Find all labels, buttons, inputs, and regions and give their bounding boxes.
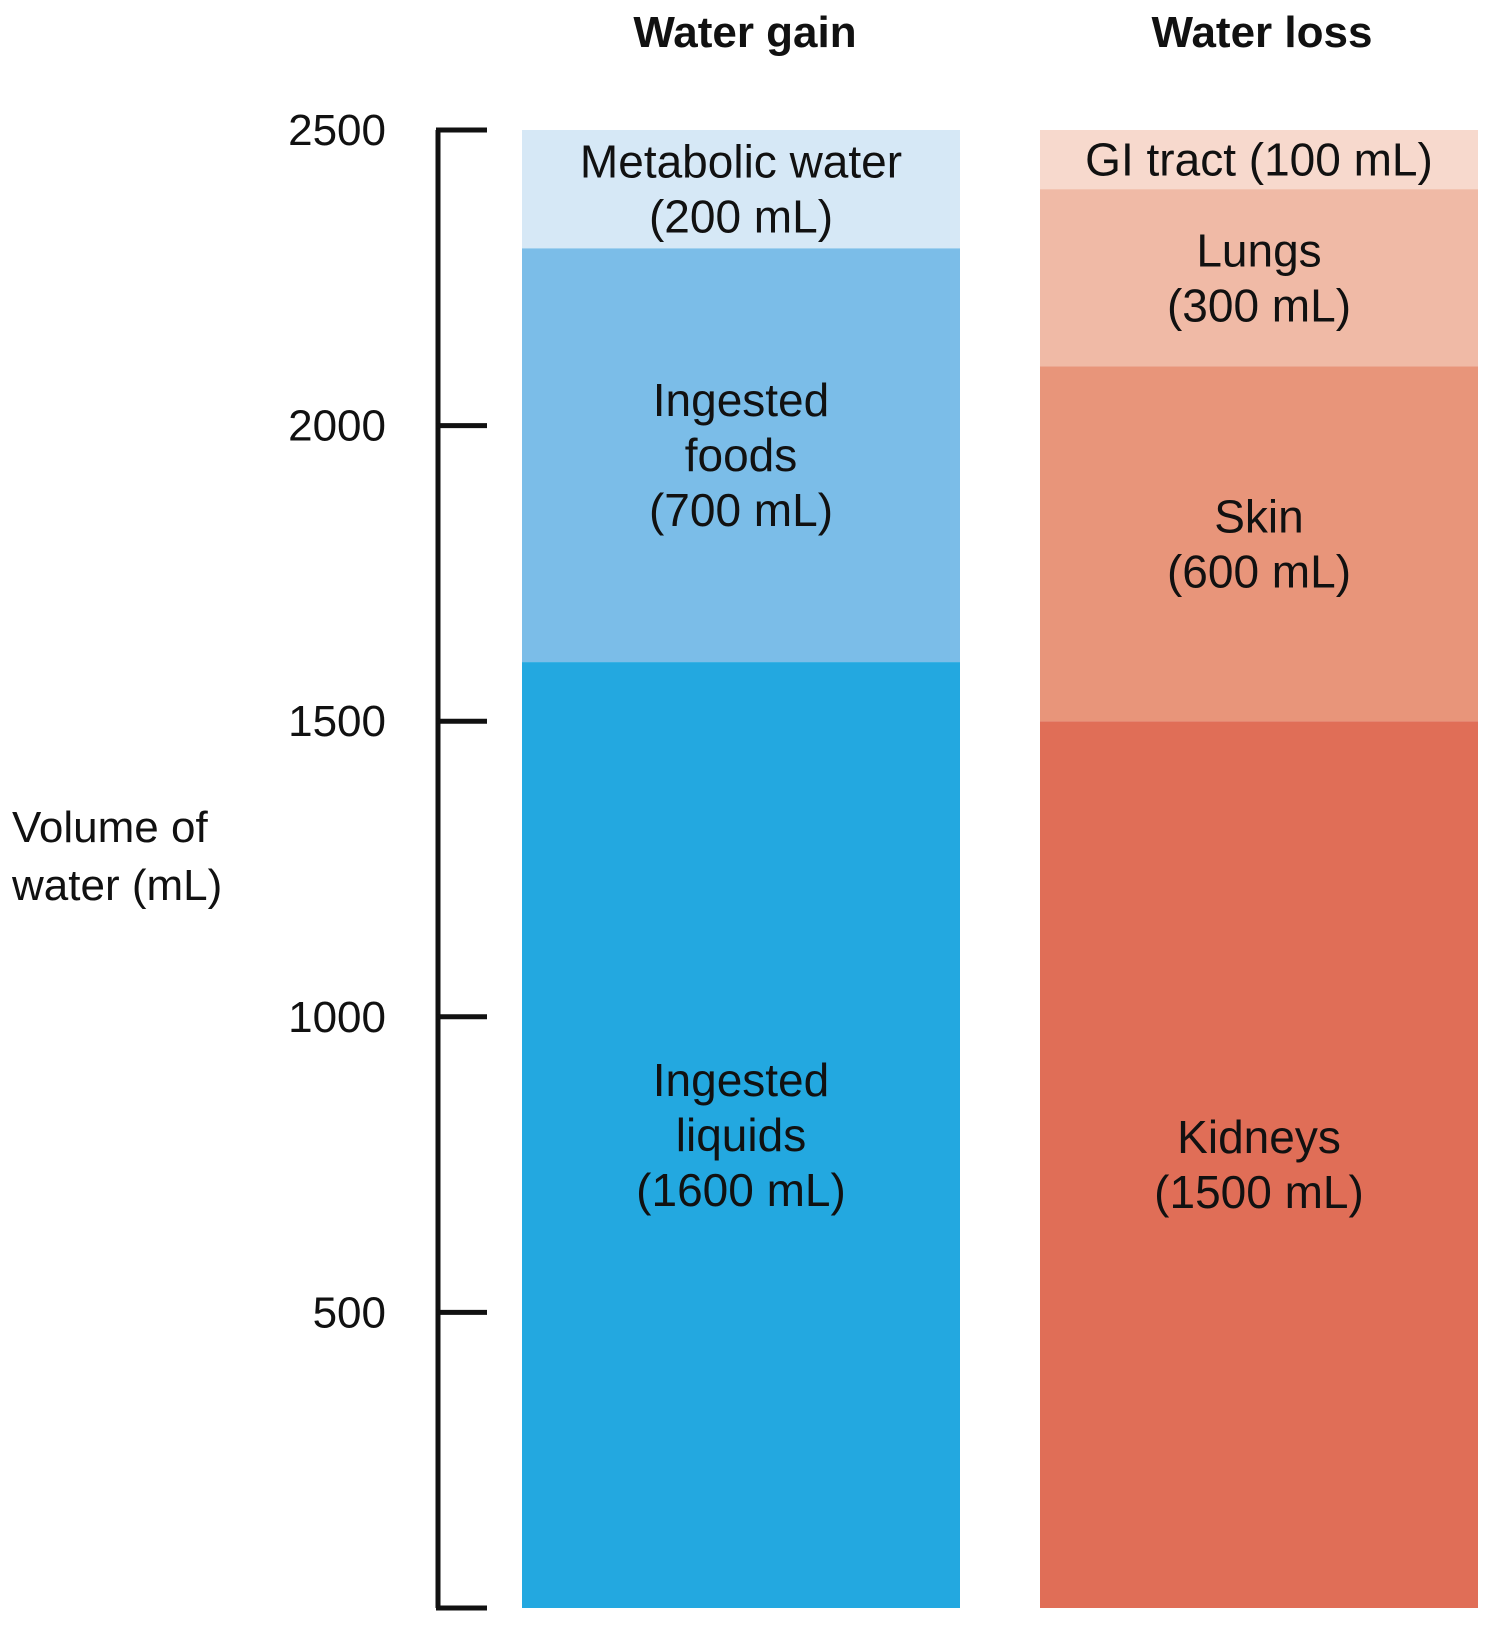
y-axis-ticks: 500 1000 1500 2000 2500 (288, 106, 487, 1611)
bar-segment-kidneys (1040, 721, 1478, 1608)
column-title-water-loss: Water loss (1152, 8, 1373, 57)
bar-segment-lungs (1040, 189, 1478, 367)
segment-label-line: liquids (676, 1109, 806, 1161)
segment-label-line: (300 mL) (1167, 279, 1351, 331)
y-axis-label-line-2: water (mL) (11, 861, 222, 910)
y-axis-label: Volume of water (mL) (11, 803, 222, 910)
y-tick-label-1500: 1500 (288, 697, 386, 746)
bar-segment-gi-tract (1040, 130, 1478, 190)
y-tick-label-1000: 1000 (288, 993, 386, 1042)
segment-label-line: (600 mL) (1167, 545, 1351, 597)
stacked-bars (522, 130, 1478, 1608)
segment-label-line: (1500 mL) (1154, 1166, 1364, 1218)
segment-label-line: (700 mL) (649, 484, 833, 536)
segment-label-line: Kidneys (1177, 1111, 1341, 1163)
segment-label-line: (200 mL) (649, 191, 833, 243)
segment-label-lungs: Lungs (300 mL) (1167, 224, 1351, 331)
y-axis-label-line-1: Volume of (12, 803, 208, 852)
bar-segment-metabolic-water (522, 130, 960, 249)
segment-label-line: Metabolic water (580, 136, 902, 188)
bar-segment-skin (1040, 366, 1478, 722)
segment-label-ingested: Ingested liquids (1600 mL) (636, 1054, 846, 1216)
segment-label-metabolic-water: Metabolic water (200 mL) (580, 136, 902, 243)
segment-label-gi-tract: GI tract (100 mL) (1085, 134, 1433, 186)
segment-label-line: Skin (1214, 490, 1303, 542)
y-tick-label-2500: 2500 (288, 106, 386, 155)
segment-label-line: GI tract (100 mL) (1085, 134, 1433, 186)
y-tick-label-2000: 2000 (288, 402, 386, 451)
segment-label-line: Ingested (653, 374, 829, 426)
bar-segment-ingested (522, 662, 960, 1608)
segment-label-skin: Skin (600 mL) (1167, 490, 1351, 597)
segment-label-line: Lungs (1196, 224, 1321, 276)
segment-label-kidneys: Kidneys (1500 mL) (1154, 1111, 1364, 1218)
segment-label-ingested: Ingested foods (700 mL) (649, 374, 833, 536)
y-tick-label-500: 500 (313, 1288, 386, 1337)
segment-labels: Ingested liquids (1600 mL)Ingested foods (70… (580, 134, 1433, 1219)
column-title-water-gain: Water gain (633, 8, 856, 57)
bar-segment-ingested (522, 248, 960, 663)
segment-label-line: Ingested (653, 1054, 829, 1106)
segment-label-line: (1600 mL) (636, 1164, 846, 1216)
segment-label-line: foods (685, 429, 798, 481)
